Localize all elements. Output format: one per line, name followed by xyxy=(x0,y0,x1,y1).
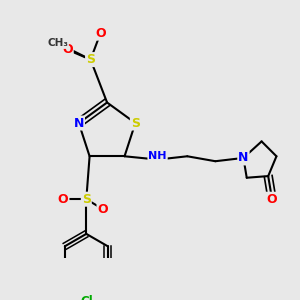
Text: NH: NH xyxy=(148,151,167,161)
Text: N: N xyxy=(74,116,84,130)
Text: O: O xyxy=(98,202,108,216)
Text: CH₃: CH₃ xyxy=(47,38,68,48)
Text: O: O xyxy=(95,27,106,40)
Text: O: O xyxy=(266,193,277,206)
Text: Cl: Cl xyxy=(80,295,93,300)
Text: S: S xyxy=(82,193,91,206)
Text: O: O xyxy=(62,43,73,56)
Text: N: N xyxy=(238,152,249,164)
Text: S: S xyxy=(131,116,140,130)
Text: O: O xyxy=(58,193,68,206)
Text: S: S xyxy=(86,53,95,66)
